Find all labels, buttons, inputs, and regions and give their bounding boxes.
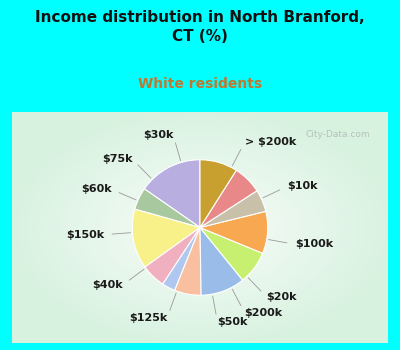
Text: $30k: $30k	[143, 130, 173, 140]
Text: Income distribution in North Branford,
CT (%): Income distribution in North Branford, C…	[35, 10, 365, 44]
Wedge shape	[200, 170, 257, 228]
Wedge shape	[175, 228, 201, 295]
Wedge shape	[200, 211, 268, 253]
Text: $10k: $10k	[287, 182, 318, 191]
Text: $50k: $50k	[218, 317, 248, 327]
Wedge shape	[132, 209, 200, 267]
Text: $150k: $150k	[66, 230, 104, 240]
Wedge shape	[200, 160, 236, 228]
Wedge shape	[200, 228, 263, 280]
Wedge shape	[163, 228, 200, 290]
Wedge shape	[200, 228, 243, 295]
Text: $100k: $100k	[295, 239, 333, 249]
Text: $40k: $40k	[92, 280, 123, 290]
Text: $75k: $75k	[102, 154, 132, 164]
Text: $125k: $125k	[129, 313, 167, 323]
Text: > $200k: > $200k	[244, 137, 296, 147]
Wedge shape	[200, 191, 266, 228]
Text: White residents: White residents	[138, 77, 262, 91]
Text: $60k: $60k	[81, 184, 112, 194]
Wedge shape	[144, 160, 200, 228]
Text: $200k: $200k	[244, 308, 283, 318]
Wedge shape	[145, 228, 200, 284]
Wedge shape	[135, 189, 200, 228]
Text: City-Data.com: City-Data.com	[305, 131, 370, 140]
Text: $20k: $20k	[266, 292, 297, 302]
